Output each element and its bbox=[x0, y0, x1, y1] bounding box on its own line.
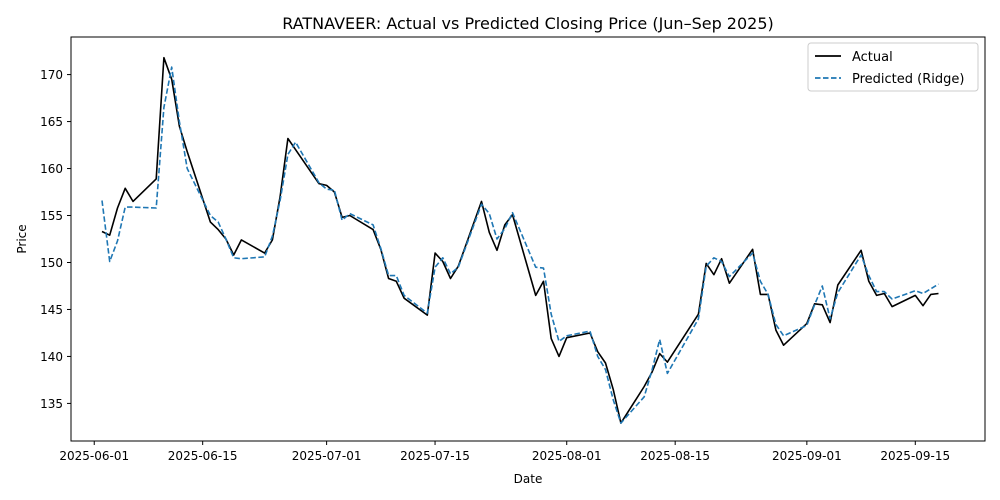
x-tick-label: 2025-07-15 bbox=[400, 449, 470, 463]
legend: Actual Predicted (Ridge) bbox=[807, 42, 979, 92]
x-tick-label: 2025-08-15 bbox=[640, 449, 710, 463]
x-axis-label: Date bbox=[514, 472, 543, 486]
y-tick-label: 145 bbox=[40, 303, 63, 317]
series-lines bbox=[101, 56, 939, 424]
x-tick-label: 2025-07-01 bbox=[292, 449, 362, 463]
y-axis-label: Price bbox=[15, 224, 29, 253]
y-tick-label: 140 bbox=[40, 350, 63, 364]
legend-label-predicted: Predicted (Ridge) bbox=[852, 72, 964, 87]
legend-label-actual: Actual bbox=[852, 50, 893, 65]
chart-title: RATNAVEER: Actual vs Predicted Closing P… bbox=[282, 14, 774, 33]
legend-frame bbox=[807, 42, 979, 92]
x-axis: 2025-06-01 2025-06-15 2025-07-01 2025-07-15… bbox=[59, 441, 950, 463]
y-tick-label: 155 bbox=[40, 209, 63, 223]
x-tick-label: 2025-06-15 bbox=[168, 449, 238, 463]
x-tick-label: 2025-09-15 bbox=[880, 449, 950, 463]
y-tick-label: 170 bbox=[40, 68, 63, 82]
x-tick-label: 2025-06-01 bbox=[59, 449, 129, 463]
y-tick-label: 135 bbox=[40, 397, 63, 411]
y-axis: 135 140 145 150 155 160 165 170 bbox=[40, 68, 71, 411]
y-tick-label: 150 bbox=[40, 256, 63, 270]
plot-background bbox=[71, 37, 985, 441]
y-tick-label: 160 bbox=[40, 162, 63, 176]
plot-frame bbox=[70, 36, 986, 442]
plot-area bbox=[70, 36, 986, 442]
series-line-predicted bbox=[101, 66, 939, 424]
y-tick-label: 165 bbox=[40, 115, 63, 129]
x-tick-label: 2025-09-01 bbox=[772, 449, 842, 463]
x-tick-label: 2025-08-01 bbox=[532, 449, 602, 463]
